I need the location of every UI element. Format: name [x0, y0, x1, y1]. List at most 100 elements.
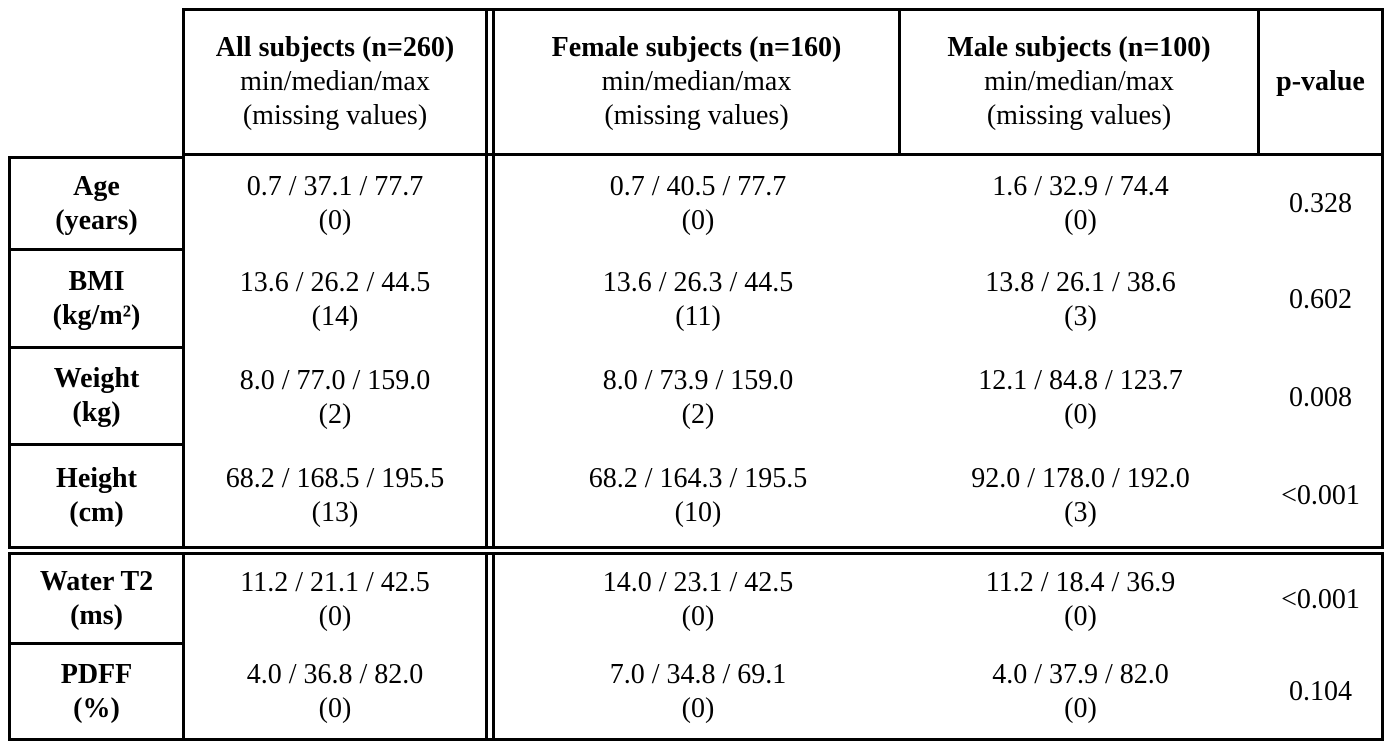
row-label: Weight	[53, 363, 140, 394]
column-title: All subjects (n=260)	[215, 32, 455, 63]
cell-value: 68.2 / 168.5 / 195.5	[225, 463, 445, 494]
cell-weight-female: 8.0 / 73.9 / 159.0 (2)	[492, 349, 901, 446]
cell-value: 8.0 / 73.9 / 159.0	[602, 364, 794, 396]
cell-pdff-all: 4.0 / 36.8 / 82.0 (0)	[182, 645, 488, 741]
cell-value: <0.001	[1281, 584, 1360, 615]
cell-value: 4.0 / 37.9 / 82.0	[992, 658, 1169, 690]
column-header-female-subjects: Female subjects (n=160) min/median/max (…	[492, 8, 901, 156]
row-label: BMI	[68, 265, 125, 297]
cell-bmi-all: 13.6 / 26.2 / 44.5 (14)	[182, 251, 488, 349]
cell-age-p-value: 0.328	[1260, 156, 1384, 251]
cell-missing: (14)	[311, 301, 359, 332]
column-title: Female subjects (n=160)	[551, 32, 842, 63]
cell-value: 11.2 / 21.1 / 42.5	[240, 567, 430, 598]
row-unit: (years)	[55, 204, 138, 236]
cell-missing: (3)	[1064, 497, 1097, 528]
row-unit: (kg)	[72, 397, 121, 428]
double-line-spacer	[488, 8, 492, 156]
cell-age-all: 0.7 / 37.1 / 77.7 (0)	[182, 156, 488, 251]
cell-value: 0.7 / 40.5 / 77.7	[609, 170, 787, 202]
cell-height-female: 68.2 / 164.3 / 195.5 (10)	[492, 446, 901, 546]
column-subtitle: (missing values)	[986, 100, 1172, 131]
cell-value: 0.7 / 37.1 / 77.7	[246, 170, 424, 202]
cell-missing: (10)	[674, 497, 722, 528]
cell-missing: (3)	[1064, 301, 1097, 332]
row-unit: (ms)	[70, 599, 123, 631]
cell-missing: (0)	[681, 601, 715, 632]
cell-value: 14.0 / 23.1 / 42.5	[602, 567, 794, 598]
column-header-all-subjects: All subjects (n=260) min/median/max (mis…	[182, 8, 488, 156]
double-line-spacer	[488, 645, 492, 741]
cell-value: 11.2 / 18.4 / 36.9	[985, 567, 1176, 598]
group-separator-double-line	[8, 546, 1384, 555]
cell-value: 0.008	[1289, 381, 1352, 413]
cell-bmi-p-value: 0.602	[1260, 251, 1384, 349]
cell-value: 68.2 / 164.3 / 195.5	[588, 463, 808, 494]
column-subtitle: min/median/max	[984, 66, 1174, 97]
cell-value: 4.0 / 36.8 / 82.0	[246, 658, 424, 690]
cell-water-t2-female: 14.0 / 23.1 / 42.5 (0)	[492, 555, 901, 645]
cell-missing: (0)	[1064, 398, 1097, 430]
cell-value: 8.0 / 77.0 / 159.0	[239, 364, 431, 396]
cell-value: 13.8 / 26.1 / 38.6	[985, 267, 1176, 298]
cell-value: 13.6 / 26.2 / 44.5	[239, 267, 431, 298]
cell-missing: (11)	[675, 301, 721, 332]
cell-value: 0.328	[1289, 187, 1352, 219]
cell-water-t2-p-value: <0.001	[1260, 555, 1384, 645]
row-label: Water T2	[39, 565, 154, 597]
row-unit: (%)	[73, 692, 120, 724]
cell-missing: (0)	[1064, 204, 1097, 236]
cell-height-all: 68.2 / 168.5 / 195.5 (13)	[182, 446, 488, 546]
row-label: Age	[73, 170, 120, 202]
cell-water-t2-male: 11.2 / 18.4 / 36.9 (0)	[901, 555, 1260, 645]
cell-value: 0.104	[1289, 675, 1352, 707]
row-header-weight: Weight (kg)	[8, 349, 182, 446]
cell-missing: (0)	[1064, 692, 1097, 724]
cell-pdff-male: 4.0 / 37.9 / 82.0 (0)	[901, 645, 1260, 741]
cell-value: 92.0 / 178.0 / 192.0	[971, 463, 1190, 494]
cell-missing: (2)	[318, 398, 352, 430]
cell-height-p-value: <0.001	[1260, 446, 1384, 546]
cell-value: 7.0 / 34.8 / 69.1	[609, 658, 787, 690]
row-header-age: Age (years)	[8, 156, 182, 251]
cell-height-male: 92.0 / 178.0 / 192.0 (3)	[901, 446, 1260, 546]
row-unit: (cm)	[69, 497, 124, 528]
cell-pdff-p-value: 0.104	[1260, 645, 1384, 741]
cell-bmi-male: 13.8 / 26.1 / 38.6 (3)	[901, 251, 1260, 349]
cell-missing: (13)	[311, 497, 359, 528]
row-header-bmi: BMI (kg/m²)	[8, 251, 182, 349]
column-title: Male subjects (n=100)	[947, 32, 1211, 63]
column-header-male-subjects: Male subjects (n=100) min/median/max (mi…	[901, 8, 1260, 156]
cell-value: 12.1 / 84.8 / 123.7	[978, 364, 1183, 396]
column-title: p-value	[1276, 66, 1365, 97]
cell-age-female: 0.7 / 40.5 / 77.7 (0)	[492, 156, 901, 251]
cell-weight-male: 12.1 / 84.8 / 123.7 (0)	[901, 349, 1260, 446]
row-header-pdff: PDFF (%)	[8, 645, 182, 741]
column-subtitle: (missing values)	[242, 100, 428, 131]
cell-missing: (2)	[681, 398, 715, 430]
cell-weight-p-value: 0.008	[1260, 349, 1384, 446]
cell-missing: (0)	[681, 692, 715, 724]
column-header-p-value: p-value	[1260, 8, 1384, 156]
row-unit: (kg/m²)	[52, 299, 141, 331]
cell-value: 0.602	[1289, 284, 1352, 315]
cell-missing: (0)	[318, 204, 352, 236]
row-label: PDFF	[60, 658, 133, 690]
cell-water-t2-all: 11.2 / 21.1 / 42.5 (0)	[182, 555, 488, 645]
demographics-table: All subjects (n=260) min/median/max (mis…	[8, 8, 1384, 741]
cell-value: 1.6 / 32.9 / 74.4	[992, 170, 1169, 202]
cell-missing: (0)	[681, 204, 715, 236]
cell-age-male: 1.6 / 32.9 / 74.4 (0)	[901, 156, 1260, 251]
column-subtitle: min/median/max	[601, 66, 792, 97]
cell-pdff-female: 7.0 / 34.8 / 69.1 (0)	[492, 645, 901, 741]
column-subtitle: min/median/max	[240, 66, 430, 97]
row-header-water-t2: Water T2 (ms)	[8, 555, 182, 645]
cell-bmi-female: 13.6 / 26.3 / 44.5 (11)	[492, 251, 901, 349]
cell-missing: (0)	[318, 601, 352, 632]
column-subtitle: (missing values)	[604, 100, 789, 131]
cell-value: <0.001	[1281, 480, 1360, 511]
cell-missing: (0)	[318, 692, 352, 724]
row-header-height: Height (cm)	[8, 446, 182, 546]
cell-value: 13.6 / 26.3 / 44.5	[602, 267, 794, 298]
cell-weight-all: 8.0 / 77.0 / 159.0 (2)	[182, 349, 488, 446]
